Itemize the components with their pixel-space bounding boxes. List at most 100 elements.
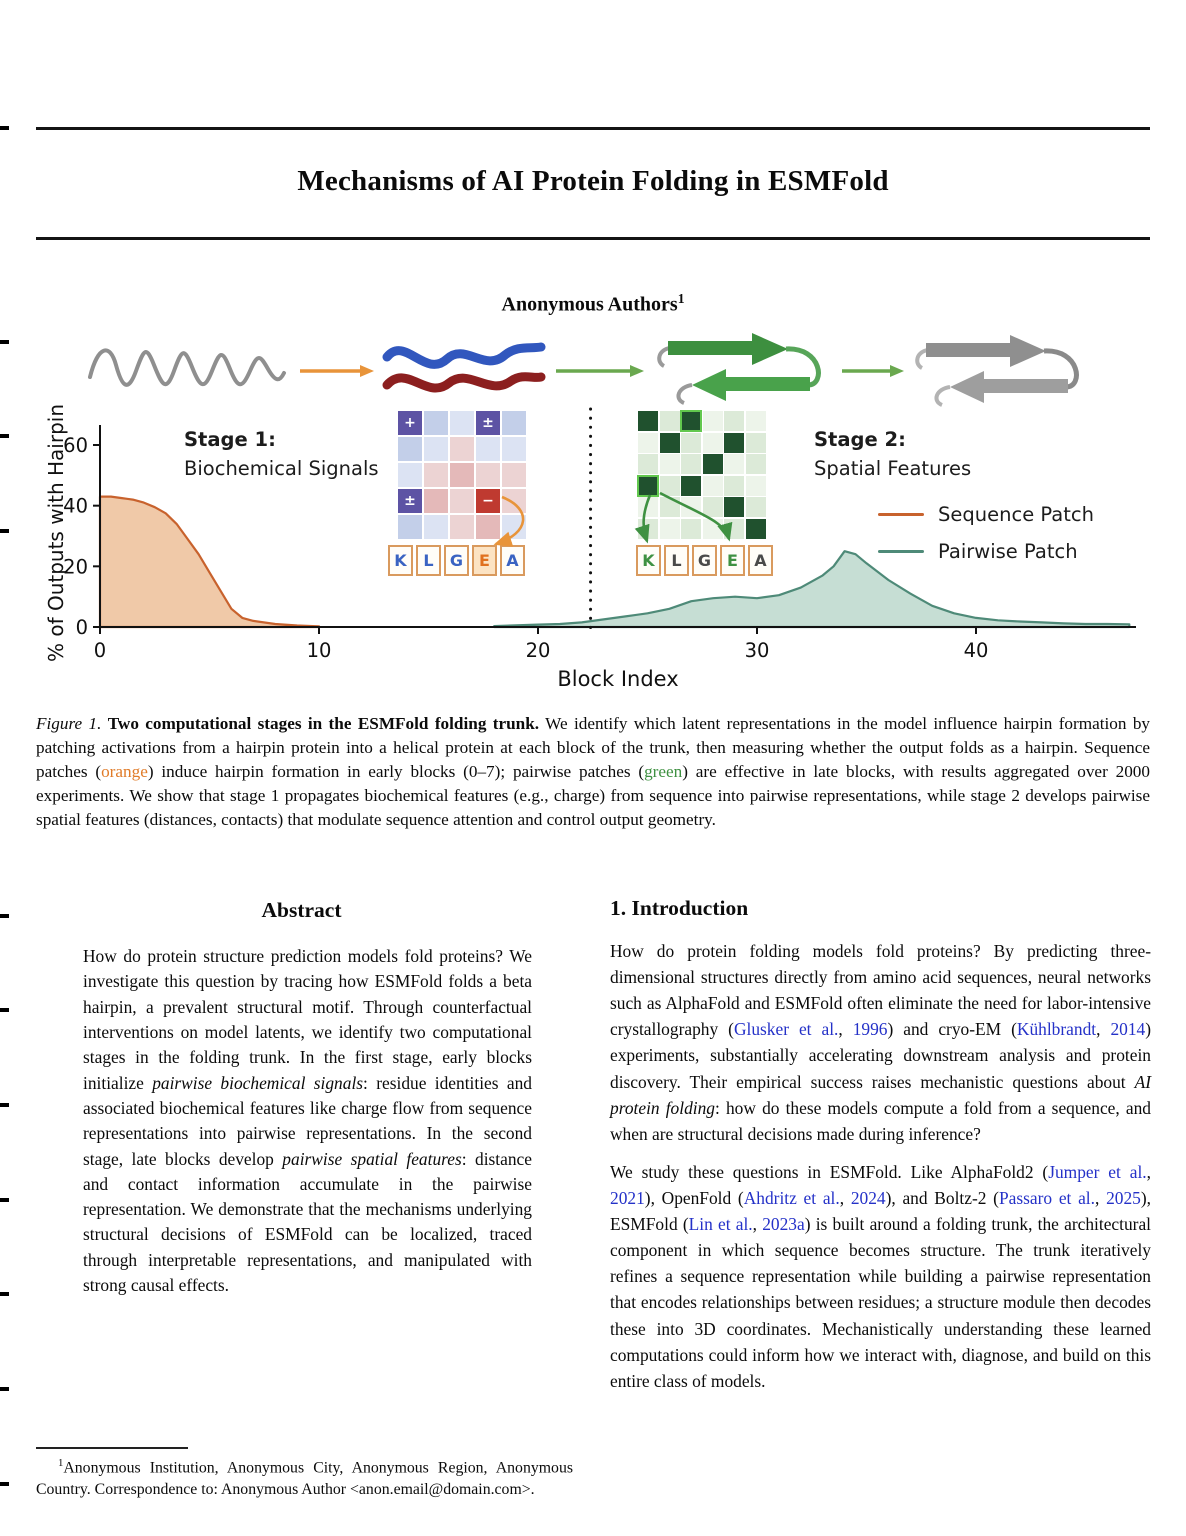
citation-link[interactable]: Jumper et al. (1048, 1161, 1147, 1182)
matrix-cell (476, 437, 500, 461)
legend-label: Pairwise Patch (938, 540, 1078, 563)
matrix-cell (476, 463, 500, 487)
matrix-cell (702, 497, 723, 517)
edge-mark (0, 914, 9, 918)
citation-link[interactable]: Kühlbrandt (1016, 1019, 1097, 1040)
residue-letter: G (692, 545, 717, 576)
matrix-cell (745, 454, 766, 474)
text-segment: How do protein structure prediction mode… (83, 946, 532, 1093)
hairpin-fraction-chart: 0 20 40 60 0 10 20 30 40 (63, 407, 1136, 662)
matrix-cell (681, 475, 701, 496)
matrix-cell (476, 515, 500, 539)
authors-footnote-marker: 1 (677, 291, 685, 306)
text-segment: We identify which latent representations… (36, 714, 1151, 782)
text-segment: orange (101, 762, 148, 782)
figure-1: 0 20 40 60 0 10 20 30 40 % of Outputs with Hairp… (36, 325, 1150, 703)
x-tick-label: 20 (526, 639, 551, 662)
chart-legend: Sequence Patch Pairwise Patch (878, 503, 1094, 563)
x-tick-label: 0 (94, 639, 106, 662)
citation-link[interactable]: Ahdritz et al. (743, 1187, 840, 1208)
text-segment: , (838, 1019, 853, 1040)
matrix-cell (398, 437, 422, 461)
matrix-cell (745, 475, 766, 496)
matrix-cell (724, 518, 744, 539)
hairpin-protein-green-icon (657, 333, 821, 405)
text-segment: , (1095, 1187, 1107, 1208)
x-tick-label: 30 (745, 639, 770, 662)
matrix-cell (502, 463, 526, 487)
introduction-paragraph-2: We study these questions in ESMFold. Lik… (610, 1159, 1151, 1394)
y-tick-label: 40 (63, 495, 88, 518)
citation-link[interactable]: Passaro et al. (998, 1187, 1095, 1208)
matrix-cell (638, 411, 658, 431)
citation-link[interactable]: 1996 (852, 1019, 888, 1040)
citation-link[interactable]: 2024 (850, 1187, 886, 1208)
matrix-cell (659, 411, 680, 431)
introduction-heading: 1. Introduction (610, 896, 749, 920)
matrix-cell (502, 515, 526, 539)
matrix-cell (681, 518, 701, 539)
matrix-cell (745, 518, 766, 539)
matrix-cell (638, 497, 658, 517)
matrix-cell (398, 515, 422, 539)
matrix-cell (681, 497, 701, 517)
matrix-cell (424, 515, 448, 539)
citation-link[interactable]: 2025 (1106, 1187, 1141, 1208)
matrix-cell (724, 475, 744, 496)
text-segment: ), OpenFold ( (644, 1187, 744, 1208)
matrix-cell (702, 475, 723, 496)
area-series (98, 495, 321, 629)
matrix-cell (659, 475, 680, 496)
text-segment: , (1096, 1019, 1111, 1040)
residue-letter: G (444, 545, 469, 576)
footnote-rule (36, 1447, 188, 1449)
citation-link[interactable]: Glusker et al. (733, 1019, 839, 1040)
citation-link[interactable]: Lin et al. (688, 1214, 753, 1235)
matrix-cell (424, 489, 448, 513)
citation-link[interactable]: 2021 (610, 1187, 645, 1208)
footnote: 1Anonymous Institution, Anonymous City, … (36, 1456, 573, 1501)
footnote-text: Anonymous Institution, Anonymous City, A… (36, 1459, 573, 1499)
residue-letter: A (500, 545, 525, 576)
stage1-label: Stage 1: Biochemical Signals (184, 425, 379, 484)
title-rule-bottom (36, 237, 1150, 240)
matrix-cell: − (476, 489, 500, 513)
text-segment: Figure 1. (36, 714, 108, 733)
matrix-cell (424, 411, 448, 435)
text-segment: , (1146, 1161, 1151, 1182)
residue-letter: E (472, 545, 497, 576)
matrix-cell (681, 454, 701, 474)
edge-mark (0, 340, 9, 344)
matrix-cell (638, 454, 658, 474)
text-segment: : distance and contact information accum… (83, 1148, 532, 1296)
matrix-cell (502, 411, 526, 435)
citation-link[interactable]: 2023a (762, 1214, 805, 1235)
matrix-cell (637, 474, 659, 497)
matrix-cell (450, 489, 474, 513)
edge-mark (0, 434, 9, 438)
paper-title: Mechanisms of AI Protein Folding in ESMF… (297, 165, 889, 197)
x-tick-label: 40 (964, 639, 989, 662)
stage1-title: Stage 1: (184, 428, 276, 451)
text-segment: ) experiments, substantially acceleratin… (610, 1019, 1152, 1092)
matrix-cell (450, 411, 474, 435)
edge-mark (0, 1103, 9, 1107)
edge-mark (0, 1008, 9, 1012)
matrix-cell (502, 437, 526, 461)
matrix-cell (659, 454, 680, 474)
introduction-paragraph-1: How do protein folding models fold prote… (610, 938, 1151, 1147)
authors-text: Anonymous Authors (501, 293, 678, 316)
text-segment: ), and Boltz-2 ( (885, 1187, 999, 1208)
introduction-text: How do protein folding models fold prote… (610, 938, 1151, 1394)
edge-mark (0, 1482, 9, 1486)
text-segment: How do protein folding models fold prote… (610, 941, 1151, 1040)
text-segment: ) are effective in late blocks, with res… (36, 762, 1150, 830)
citation-link[interactable]: 2014 (1110, 1019, 1146, 1040)
legend-item-sequence-patch: Sequence Patch (878, 503, 1094, 526)
matrix-cell (424, 463, 448, 487)
text-segment: , (839, 1187, 851, 1208)
edge-mark (0, 1387, 9, 1391)
